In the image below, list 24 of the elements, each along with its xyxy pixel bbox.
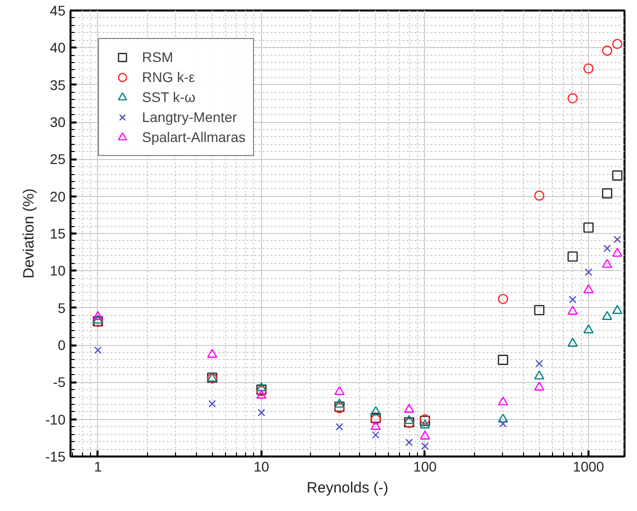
x-tick-label: 1000 — [572, 458, 604, 474]
y-tick-label: 40 — [50, 40, 66, 56]
y-tick-label: 30 — [50, 114, 66, 130]
y-tick-label: 5 — [58, 300, 66, 316]
x-tick-label: 1 — [94, 458, 102, 474]
y-tick-label: 45 — [50, 2, 66, 18]
y-tick-label: -10 — [45, 411, 66, 428]
legend-label: RSM — [142, 48, 174, 66]
x-tick-label: 10 — [254, 458, 270, 474]
y-axis-title: Deviation (%) — [20, 188, 38, 279]
legend-label: Spalart-Allmaras — [142, 128, 246, 146]
x-axis-title: Reynolds (-) — [306, 480, 388, 496]
y-tick-label: -5 — [53, 374, 66, 390]
y-tick-label: 20 — [50, 188, 66, 204]
x-tick-label: 100 — [413, 458, 437, 474]
y-tick-label: 35 — [50, 76, 66, 93]
y-tick-label: 0 — [58, 337, 66, 353]
y-tick-label: 25 — [50, 151, 66, 168]
legend-label: SST k-ω — [142, 88, 196, 106]
y-tick-label: 10 — [50, 262, 66, 279]
y-tick-label: 15 — [50, 226, 66, 242]
legend-label: RNG k-ε — [142, 68, 195, 86]
legend-label: Langtry-Menter — [142, 108, 237, 126]
y-tick-label: -15 — [45, 448, 66, 464]
